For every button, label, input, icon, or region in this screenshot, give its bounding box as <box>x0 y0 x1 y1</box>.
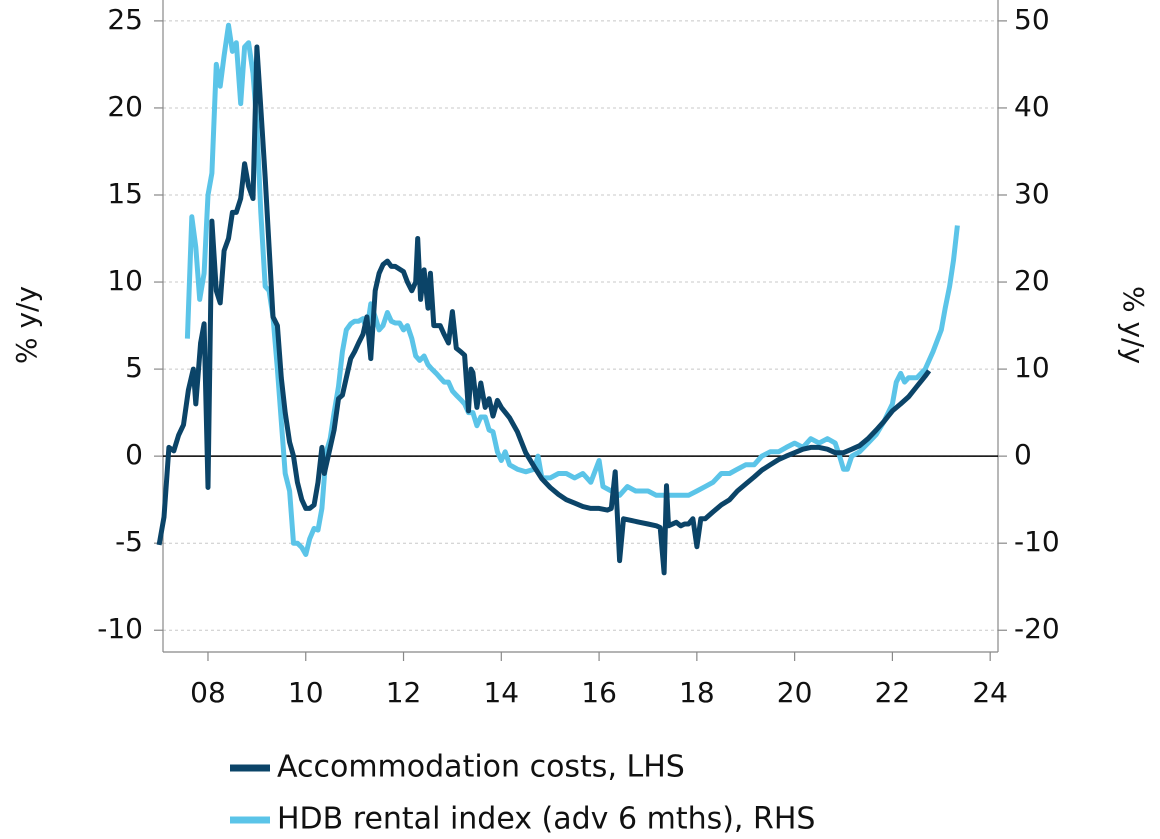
y2-tick-label: 30 <box>1014 177 1050 210</box>
y-tick-label: 10 <box>107 264 143 297</box>
y2-tick-label: 20 <box>1014 264 1050 297</box>
x-tick-label: 12 <box>386 676 422 709</box>
legend-label: HDB rental index (adv 6 mths), RHS <box>277 802 815 837</box>
y2-tick-label: -10 <box>1014 525 1060 558</box>
y2-tick-label: 10 <box>1014 351 1050 384</box>
y2-tick-label: -20 <box>1014 612 1060 645</box>
y2-tick-label: 50 <box>1014 3 1050 36</box>
series-line <box>156 44 932 576</box>
y-tick-label: 0 <box>125 438 143 471</box>
x-tick-label: 20 <box>777 676 813 709</box>
y-tick-label: 5 <box>125 351 143 384</box>
x-tick-label: 24 <box>972 676 1008 709</box>
y-tick-label: 25 <box>107 3 143 36</box>
series-line <box>184 22 960 557</box>
x-tick-label: 22 <box>875 676 911 709</box>
x-tick-label: 08 <box>190 676 226 709</box>
y-tick-label: -10 <box>97 612 143 645</box>
x-tick-label: 10 <box>288 676 324 709</box>
y2-tick-label: 0 <box>1014 438 1032 471</box>
x-tick-label: 16 <box>581 676 617 709</box>
x-tick-label: 14 <box>483 676 519 709</box>
y-tick-label: 20 <box>107 90 143 123</box>
y2-axis-label: % y/y <box>1117 286 1150 364</box>
y-axis-label: % y/y <box>10 286 43 364</box>
y-tick-label: 15 <box>107 177 143 210</box>
y-tick-label: -5 <box>115 525 143 558</box>
x-tick-label: 18 <box>679 676 715 709</box>
legend-label: Accommodation costs, LHS <box>277 750 685 785</box>
y2-tick-label: 40 <box>1014 90 1050 123</box>
